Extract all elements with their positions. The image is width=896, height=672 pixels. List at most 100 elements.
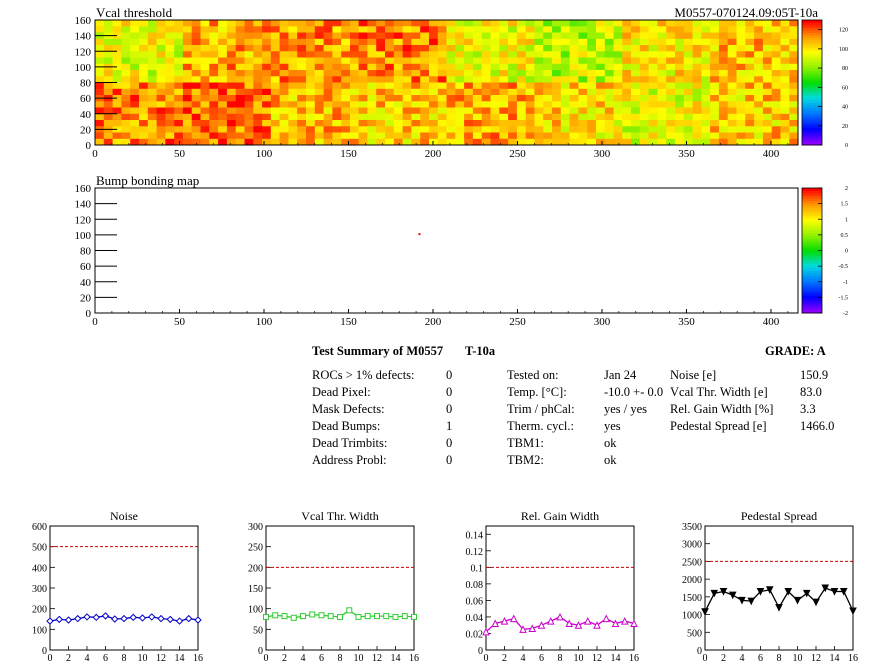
data-point bbox=[74, 614, 82, 623]
heatmap-cell bbox=[358, 107, 368, 115]
heatmap-cell bbox=[499, 126, 509, 133]
palette-swatch bbox=[802, 25, 822, 28]
heatmap-cell bbox=[253, 57, 263, 65]
data-point bbox=[355, 613, 362, 620]
heatmap-cell bbox=[367, 57, 377, 65]
heatmap-cell bbox=[350, 57, 360, 65]
palette-swatch bbox=[802, 105, 822, 108]
heatmap-cell bbox=[253, 20, 263, 27]
heatmap-cell bbox=[376, 107, 386, 115]
heatmap-cell bbox=[639, 120, 649, 127]
heatmap-cell bbox=[174, 57, 184, 65]
palette-swatch bbox=[802, 67, 822, 71]
heatmap-cell bbox=[516, 88, 527, 96]
heatmap-cell bbox=[754, 32, 764, 40]
heatmap-cell bbox=[182, 101, 193, 108]
heatmap-cell bbox=[446, 57, 456, 65]
x-tick-label: 250 bbox=[509, 316, 526, 328]
heatmap-cell bbox=[780, 138, 790, 146]
heatmap-cell bbox=[279, 51, 289, 58]
heatmap-cell bbox=[604, 82, 614, 90]
heatmap-cell bbox=[648, 82, 658, 90]
heatmap-cell bbox=[534, 45, 544, 52]
heatmap-cell bbox=[701, 88, 711, 96]
heatmap-cell bbox=[683, 88, 693, 96]
heatmap-cell bbox=[226, 107, 237, 115]
heatmap-cell bbox=[288, 88, 298, 96]
heatmap-cell bbox=[200, 32, 210, 40]
heatmap-cell bbox=[420, 101, 430, 108]
heatmap-cell bbox=[516, 120, 527, 127]
heatmap-cell bbox=[701, 38, 711, 46]
heatmap-cell bbox=[385, 51, 395, 58]
heatmap-cell bbox=[314, 57, 324, 65]
heatmap-cell bbox=[411, 51, 421, 58]
x-tick-label: 12 bbox=[372, 653, 382, 664]
heatmap-cell bbox=[596, 38, 606, 46]
heatmap-cell bbox=[446, 120, 456, 127]
heatmap-cell bbox=[112, 107, 122, 115]
heatmap-cell bbox=[411, 70, 421, 77]
heatmap-cell bbox=[393, 51, 403, 58]
y-tick-label: 0.12 bbox=[466, 547, 484, 558]
heatmap-cell bbox=[288, 38, 298, 46]
heatmap-cell bbox=[112, 51, 122, 58]
heatmap-cell bbox=[754, 132, 764, 140]
heatmap-cell bbox=[560, 113, 570, 121]
heatmap-cell bbox=[314, 38, 324, 46]
heatmap-cell bbox=[332, 132, 342, 140]
heatmap-cell bbox=[675, 132, 685, 140]
heatmap-cell bbox=[516, 132, 527, 140]
heatmap-cell bbox=[385, 138, 395, 146]
heatmap-cell bbox=[736, 138, 746, 146]
heatmap-cell bbox=[376, 70, 386, 77]
palette-swatch bbox=[802, 198, 822, 201]
heatmap-cell bbox=[121, 88, 131, 96]
heatmap-cell bbox=[560, 26, 570, 33]
heatmap-cell bbox=[402, 45, 412, 52]
heatmap-cell bbox=[754, 63, 764, 71]
heatmap-cell bbox=[314, 76, 324, 83]
data-point bbox=[719, 588, 728, 596]
heatmap-cell bbox=[235, 113, 245, 121]
heatmap-cell bbox=[622, 70, 632, 77]
heatmap-cell bbox=[754, 88, 764, 96]
heatmap-cell bbox=[701, 63, 711, 71]
heatmap-cell bbox=[604, 57, 614, 65]
heatmap-cell bbox=[393, 26, 403, 33]
heatmap-cell bbox=[182, 138, 193, 146]
heatmap-cell bbox=[631, 95, 641, 102]
heatmap-cell bbox=[657, 101, 667, 108]
heatmap-cell bbox=[490, 57, 500, 65]
heatmap-cell bbox=[455, 120, 465, 127]
heatmap-cell bbox=[165, 132, 175, 140]
heatmap-cell bbox=[631, 88, 641, 96]
heatmap-cell bbox=[253, 38, 263, 46]
heatmap-cell bbox=[490, 51, 500, 58]
data-point bbox=[129, 613, 137, 622]
heatmap-cell bbox=[226, 26, 237, 33]
heatmap-cell bbox=[587, 20, 597, 27]
data-point bbox=[166, 615, 174, 624]
heatmap-cell bbox=[604, 101, 614, 108]
heatmap-cell bbox=[411, 101, 421, 108]
heatmap-cell bbox=[578, 32, 588, 40]
heatmap-cell bbox=[297, 26, 307, 33]
heatmap-cell bbox=[560, 63, 570, 71]
heatmap-cell bbox=[139, 126, 149, 133]
heatmap-cell bbox=[569, 57, 579, 65]
heatmap-cell bbox=[306, 76, 316, 83]
heatmap-cell bbox=[613, 101, 623, 108]
heatmap-cell bbox=[771, 51, 781, 58]
heatmap-cell bbox=[411, 138, 421, 146]
heatmap-cell bbox=[499, 120, 509, 127]
heatmap-cell bbox=[235, 138, 245, 146]
roc-cell-block bbox=[182, 20, 272, 83]
heatmap-cell bbox=[218, 45, 228, 52]
heatmap-cell bbox=[253, 138, 263, 146]
heatmap-cell bbox=[578, 51, 588, 58]
heatmap-cell bbox=[657, 20, 667, 27]
heatmap-cell bbox=[235, 57, 245, 65]
heatmap-cell bbox=[675, 38, 685, 46]
heatmap-cell bbox=[306, 95, 316, 102]
